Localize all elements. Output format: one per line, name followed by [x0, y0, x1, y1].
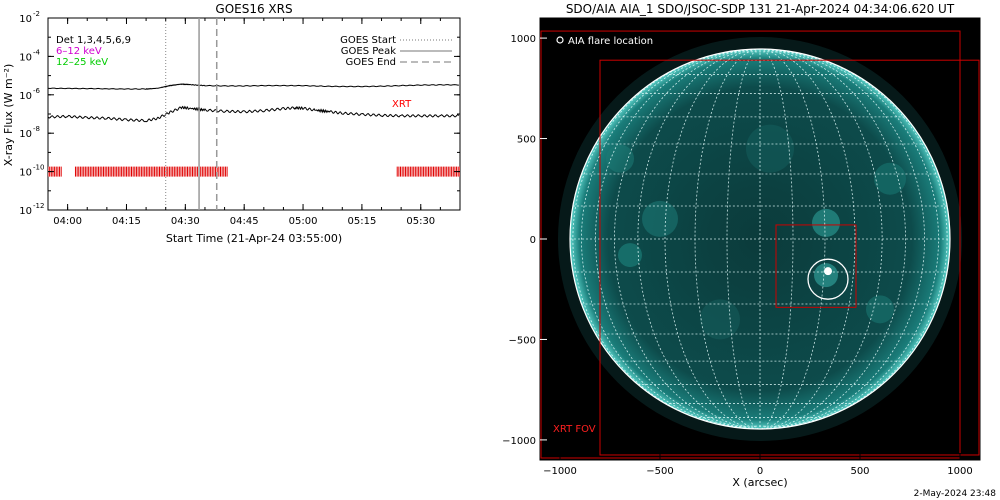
longitude-line: [726, 49, 761, 429]
goes-plot-content: [48, 18, 460, 210]
goes-ylabel: X-ray Flux (W m⁻²): [2, 64, 15, 166]
legend-12-25kev: 12–25 keV: [56, 57, 108, 68]
goes-legend-right: GOES Start GOES Peak GOES End: [340, 35, 452, 68]
goes-plot-frame: [47, 17, 461, 211]
footer-timestamp: 2-May-2024 23:48: [914, 489, 997, 499]
xrt-obs-range: [74, 166, 228, 177]
xrt-fov-box: [540, 30, 961, 459]
goes-xrs-panel: GOES16 XRS 04:00 04:15 04:30 04:45 05:00 05:1…: [2, 2, 461, 245]
y-tick-label: −1000: [502, 436, 536, 447]
flux-series-line: [48, 105, 460, 123]
aia-title: SDO/AIA AIA_1 SDO/JSOC-SDP 131 21-Apr-20…: [566, 2, 955, 16]
y-tick-label: 10: [19, 14, 32, 25]
y-tick-exponent: -6: [33, 87, 41, 95]
longitude-line: [664, 49, 761, 429]
longitude-line: [759, 49, 856, 429]
y-tick-label: −500: [509, 335, 536, 346]
active-region: [642, 200, 678, 237]
y-tick-label: 10: [19, 206, 32, 217]
x-tick-label: 04:30: [171, 216, 200, 227]
x-tick-label: 05:15: [347, 216, 376, 227]
longitude-line: [759, 49, 826, 429]
xrt-annotation: XRT: [392, 99, 412, 110]
active-region: [606, 144, 634, 173]
longitude-line: [759, 49, 883, 429]
active-region: [700, 299, 740, 340]
x-tick-label: 05:00: [289, 216, 318, 227]
legend-goes-end: GOES End: [346, 57, 396, 68]
x-tick-label: 500: [850, 466, 869, 477]
y-tick-exponent: -10: [33, 164, 44, 172]
longitude-line: [759, 49, 925, 429]
legend-6-12kev: 6–12 keV: [56, 46, 102, 57]
xrt-fov-label: XRT FOV: [553, 424, 596, 435]
longitude-line: [759, 49, 794, 429]
x-tick-label: 0: [757, 466, 763, 477]
active-region: [812, 208, 840, 237]
longitude-line: [759, 49, 939, 429]
flare-bright-spot: [824, 267, 832, 276]
active-region: [618, 243, 642, 268]
aia-image-content: [540, 30, 980, 459]
longitude-line: [572, 49, 761, 429]
longitude-line: [595, 49, 761, 429]
y-tick-exponent: -4: [33, 48, 41, 56]
goes-title: GOES16 XRS: [215, 2, 292, 16]
goes-xlabel: Start Time (21-Apr-24 03:55:00): [166, 232, 342, 245]
aia-axes: −1000 −500 0 500 1000 1000 500 0 −500 −1000: [502, 34, 973, 477]
xrt-fov-box: [775, 224, 857, 308]
xrt-obs-range: [396, 166, 460, 177]
x-tick-label: 04:00: [53, 216, 82, 227]
y-tick-label: 10: [19, 168, 32, 179]
active-region: [814, 263, 838, 288]
y-tick-label: 10: [19, 52, 32, 63]
longitude-line: [759, 49, 948, 429]
aia-panel: SDO/AIA AIA_1 SDO/JSOC-SDP 131 21-Apr-20…: [502, 2, 981, 489]
longitude-line: [694, 49, 761, 429]
flux-series-line: [48, 83, 459, 90]
xrt-fov-box: [599, 59, 980, 456]
x-tick-label: −1000: [543, 466, 577, 477]
active-region: [874, 162, 906, 195]
longitude-line: [581, 49, 761, 429]
x-tick-label: 05:30: [406, 216, 435, 227]
y-tick-exponent: -2: [33, 10, 40, 18]
legend-det: Det 1,3,4,5,6,9: [56, 35, 131, 46]
y-tick-exponent: -8: [33, 125, 40, 133]
y-tick-label: 1000: [511, 34, 536, 45]
active-regions: [606, 124, 906, 340]
x-tick-label: −500: [646, 466, 673, 477]
legend-goes-peak: GOES Peak: [341, 46, 396, 57]
y-tick-label: 500: [517, 135, 536, 146]
longitude-line: [637, 49, 761, 429]
active-region: [866, 295, 894, 324]
aia-xlabel: X (arcsec): [732, 476, 787, 489]
legend-goes-start: GOES Start: [340, 35, 396, 46]
heliographic-grid: [570, 49, 950, 429]
goes-legend-left: Det 1,3,4,5,6,9 6–12 keV 12–25 keV: [56, 35, 131, 68]
active-region: [746, 124, 794, 173]
y-tick-label: 10: [19, 91, 32, 102]
y-tick-exponent: -12: [33, 202, 44, 210]
x-tick-label: 1000: [947, 466, 972, 477]
longitude-line: [759, 49, 906, 429]
solar-limb: [569, 48, 951, 430]
x-tick-label: 04:15: [112, 216, 141, 227]
x-tick-label: 04:45: [230, 216, 259, 227]
flare-legend-icon: [556, 36, 564, 44]
aia-legend: AIA flare location: [568, 36, 653, 47]
flare-location-circle: [807, 258, 849, 300]
y-tick-label: 10: [19, 129, 32, 140]
longitude-line: [614, 49, 761, 429]
y-tick-label: 0: [530, 235, 536, 246]
